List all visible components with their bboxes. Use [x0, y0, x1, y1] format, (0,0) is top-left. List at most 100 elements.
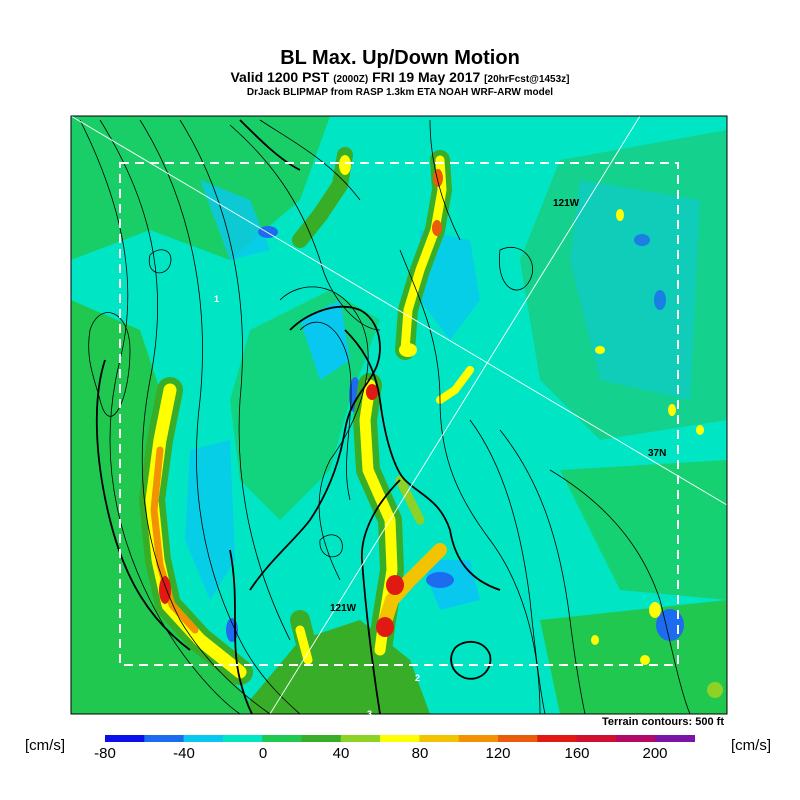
lat-label-right: 37N — [648, 448, 666, 459]
field-region — [200, 180, 270, 260]
convergence-core — [649, 602, 661, 618]
terrain-contour — [148, 249, 172, 274]
convergence-core — [399, 343, 417, 357]
terrain-contour — [429, 119, 461, 241]
map-title: BL Max. Up/Down Motion — [280, 47, 520, 69]
valid-zulu: (2000Z) — [333, 74, 369, 85]
convergence-core — [159, 576, 171, 604]
colorbar-swatch — [615, 735, 656, 742]
terrain-contour — [95, 359, 191, 651]
colorbar-unit-right: [cm/s] — [731, 737, 771, 754]
convergence-band — [400, 155, 447, 355]
colorbar-swatch — [262, 735, 302, 742]
terrain-contour — [179, 119, 291, 641]
inner-domain-boundary — [119, 162, 679, 666]
colorbar-tick-label: -40 — [173, 745, 195, 762]
colorbar — [105, 735, 695, 742]
colorbar-swatch — [183, 735, 224, 742]
field-region — [426, 572, 454, 588]
convergence-core — [339, 155, 351, 175]
terrain-contour — [498, 247, 533, 291]
convergence-core — [432, 220, 442, 236]
convergence-core — [595, 346, 605, 354]
field-region — [71, 300, 260, 714]
forecast-info: [20hrFcst@1453z] — [484, 74, 570, 85]
terrain-contour — [99, 119, 271, 714]
colorbar-tick-label: 40 — [332, 745, 350, 762]
valid-time-line: Valid 1200 PST (2000Z) FRI 19 May 2017 [… — [0, 69, 800, 85]
field-region — [300, 300, 350, 380]
field-region — [226, 618, 238, 642]
terrain-contour — [239, 119, 301, 171]
lon-line-121w — [269, 116, 641, 714]
convergence-core — [366, 384, 378, 400]
terrain-contour — [549, 469, 691, 714]
terrain-contour — [279, 286, 369, 581]
colorbar-tick-label: 200 — [642, 745, 668, 762]
colorbar-unit-left: [cm/s] — [25, 737, 65, 754]
field-region — [560, 460, 727, 600]
colorbar-tick-label: -80 — [94, 745, 116, 762]
colorbar-swatch — [301, 735, 342, 742]
terrain-contour — [88, 312, 131, 417]
convergence-core — [591, 635, 599, 645]
map-frame — [70, 115, 728, 715]
source-line: DrJack BLIPMAP from RASP 1.3km ETA NOAH … — [246, 87, 554, 98]
terrain-contour — [139, 119, 301, 714]
colorbar-swatch — [144, 735, 185, 742]
convergence-core — [707, 682, 723, 698]
terrain-contour — [249, 305, 381, 591]
field-layer — [71, 116, 727, 714]
colorbar-tick-label: 160 — [564, 745, 590, 762]
field-region — [258, 226, 278, 238]
convergence-band — [436, 366, 474, 404]
graticule — [71, 116, 727, 714]
convergence-core — [668, 404, 676, 416]
colorbar-swatch — [576, 735, 617, 742]
lon-label-top: 121W — [553, 198, 580, 209]
terrain-contour — [344, 329, 501, 591]
terrain-contour — [499, 429, 586, 714]
colorbar-tick-label: 120 — [485, 745, 511, 762]
colorbar-swatch — [498, 735, 538, 742]
field-region — [71, 116, 330, 260]
colorbar-swatch — [340, 735, 381, 742]
lon-label-bottom: 121W — [330, 603, 357, 614]
field-region — [520, 130, 727, 440]
field-region — [654, 290, 666, 310]
field-region — [570, 180, 700, 400]
convergence-core — [433, 169, 443, 187]
terrain-contour — [229, 124, 381, 331]
lat-line-37n — [71, 116, 727, 506]
terrain-contour — [229, 549, 253, 714]
valid-date: FRI 19 May 2017 — [372, 69, 481, 85]
convergence-core — [616, 209, 624, 221]
colorbar-swatch — [222, 735, 263, 742]
colorbar-swatch — [419, 735, 460, 742]
domain-marker-2: 2 — [415, 673, 420, 683]
colorbar-swatch — [655, 735, 695, 742]
colorbar-tick-label: 80 — [411, 745, 429, 762]
domain-marker-3: 3 — [367, 709, 372, 719]
domain-marker-1: 1 — [214, 294, 219, 304]
terrain-contour — [399, 249, 541, 714]
terrain-contour — [469, 419, 546, 714]
colorbar-tick-label: 0 — [258, 745, 268, 762]
terrain-contour — [299, 321, 352, 501]
colorbar-swatch — [537, 735, 578, 742]
convergence-band — [150, 446, 199, 634]
convergence-core — [386, 575, 404, 595]
terrain-contour — [450, 640, 492, 680]
convergence-band — [395, 475, 425, 525]
field-region — [540, 600, 727, 714]
field-region — [634, 234, 650, 246]
colorbar-swatch — [458, 735, 499, 742]
terrain-contour — [259, 119, 361, 201]
terrain-contour-note: Terrain contours: 500 ft — [601, 716, 724, 728]
convergence-core — [696, 425, 704, 435]
terrain-contour — [319, 534, 343, 558]
valid-prefix: Valid 1200 PST — [230, 69, 330, 85]
colorbar-swatch — [105, 735, 145, 742]
convergence-core — [376, 617, 394, 637]
